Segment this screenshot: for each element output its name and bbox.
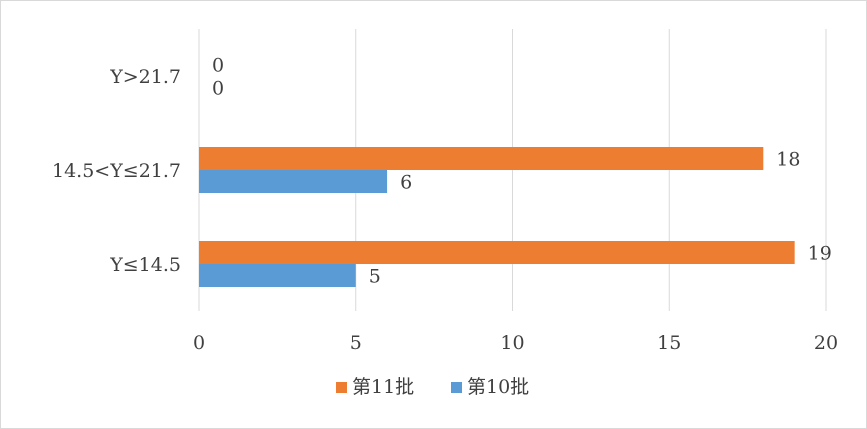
data-label: 19 bbox=[808, 243, 832, 265]
data-label: 0 bbox=[212, 55, 224, 77]
category-label: Y>21.7 bbox=[109, 66, 181, 88]
legend-swatch bbox=[451, 382, 462, 393]
x-tick-label: 5 bbox=[350, 332, 362, 354]
x-tick-label: 20 bbox=[814, 332, 838, 354]
legend-swatch bbox=[336, 382, 347, 393]
x-tick-label: 0 bbox=[193, 332, 205, 354]
data-label: 5 bbox=[369, 266, 381, 288]
data-label: 0 bbox=[212, 78, 224, 100]
bar-series11 bbox=[199, 241, 795, 264]
data-label: 18 bbox=[776, 149, 800, 171]
x-tick-label: 10 bbox=[500, 332, 524, 354]
legend: 第11批 第10批 bbox=[336, 376, 529, 398]
data-label: 6 bbox=[400, 172, 412, 194]
bar-series10 bbox=[199, 170, 388, 193]
category-label: Y≤14.5 bbox=[109, 254, 181, 276]
legend-label: 第11批 bbox=[352, 376, 414, 398]
category-label: 14.5<Y≤21.7 bbox=[52, 160, 181, 182]
bar-series10 bbox=[199, 264, 356, 287]
bars bbox=[199, 147, 795, 287]
legend-label: 第10批 bbox=[467, 376, 529, 398]
bar-series11 bbox=[199, 147, 764, 170]
x-tick-label: 15 bbox=[657, 332, 681, 354]
